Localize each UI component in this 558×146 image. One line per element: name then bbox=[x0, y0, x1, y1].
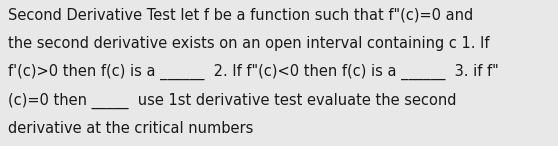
Text: (c)=0 then _____  use 1st derivative test evaluate the second: (c)=0 then _____ use 1st derivative test… bbox=[8, 93, 457, 109]
Text: f'(c)>0 then f(c) is a ______  2. If f"(c)<0 then f(c) is a ______  3. if f": f'(c)>0 then f(c) is a ______ 2. If f"(c… bbox=[8, 64, 499, 80]
Text: derivative at the critical numbers: derivative at the critical numbers bbox=[8, 121, 254, 136]
Text: Second Derivative Test let f be a function such that f"(c)=0 and: Second Derivative Test let f be a functi… bbox=[8, 7, 474, 22]
Text: the second derivative exists on an open interval containing c 1. If: the second derivative exists on an open … bbox=[8, 36, 490, 51]
